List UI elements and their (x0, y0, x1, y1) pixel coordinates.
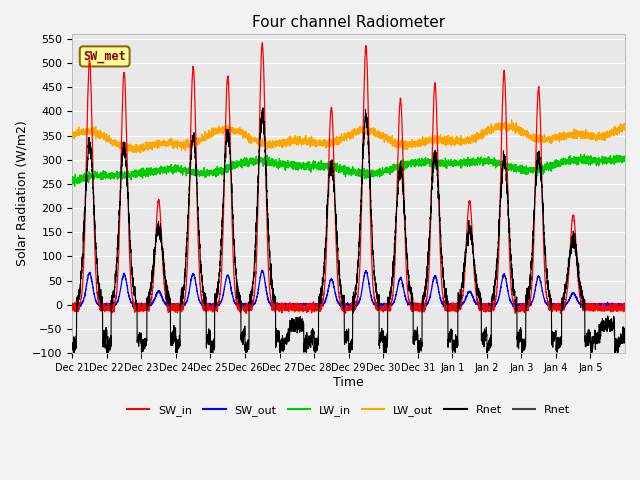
Legend: SW_in, SW_out, LW_in, LW_out, Rnet, Rnet: SW_in, SW_out, LW_in, LW_out, Rnet, Rnet (123, 400, 575, 420)
Title: Four channel Radiometer: Four channel Radiometer (252, 15, 445, 30)
Text: SW_met: SW_met (83, 50, 126, 63)
Y-axis label: Solar Radiation (W/m2): Solar Radiation (W/m2) (15, 120, 28, 266)
X-axis label: Time: Time (333, 376, 364, 389)
